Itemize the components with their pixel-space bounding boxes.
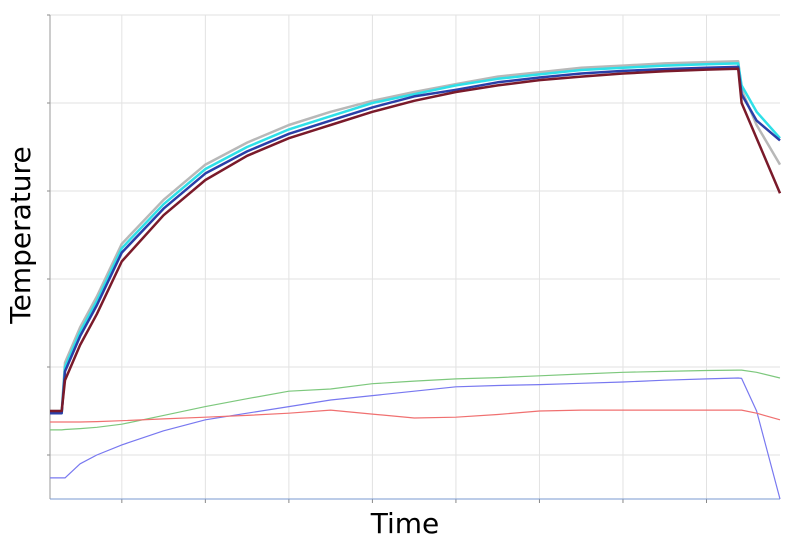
series-line (50, 377, 781, 500)
series-line (50, 67, 782, 413)
series-line (50, 59, 782, 413)
x-axis-label: Time (370, 507, 440, 540)
series-line (50, 409, 781, 423)
y-axis-label: Temperature (4, 146, 37, 324)
series-line (50, 65, 781, 415)
series-line (50, 62, 781, 415)
series-line (50, 369, 781, 431)
